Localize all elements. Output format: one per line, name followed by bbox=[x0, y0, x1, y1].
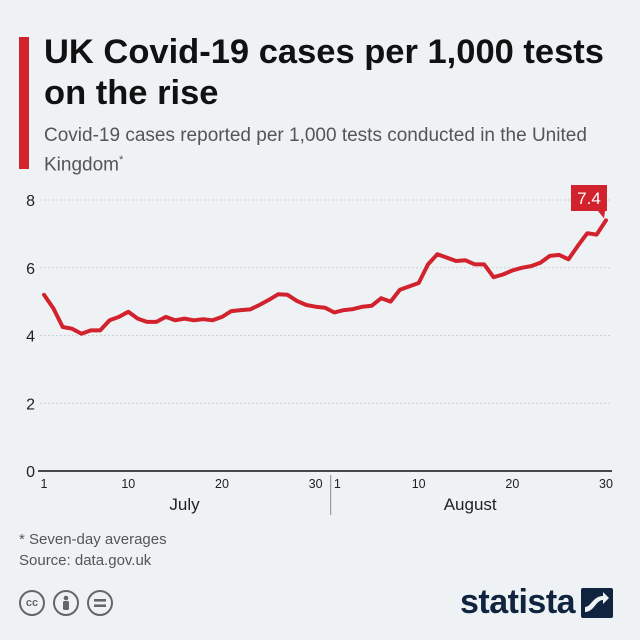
x-tick-label-july-10: 10 bbox=[121, 477, 135, 491]
person-glyph bbox=[63, 595, 69, 610]
brand-wordmark: statista bbox=[460, 583, 576, 621]
x-tick-label-july-30: 30 bbox=[309, 477, 323, 491]
y-tick-label-2: 2 bbox=[26, 396, 35, 413]
line-chart: 0 2 4 6 8 1 10 20 30 July 1 10 20 30 August 7.4 bbox=[26, 185, 613, 515]
x-tick-label-july-1: 1 bbox=[41, 477, 48, 491]
x-tick-label-august-30: 30 bbox=[599, 477, 613, 491]
y-tick-label-0: 0 bbox=[26, 464, 35, 481]
month-label-july: July bbox=[169, 495, 200, 514]
callout-box bbox=[571, 185, 607, 211]
no-derivatives-icon[interactable] bbox=[87, 590, 113, 616]
x-tick-label-august-20: 20 bbox=[505, 477, 519, 491]
license-icons: cc bbox=[19, 590, 113, 616]
y-tick-label-8: 8 bbox=[26, 193, 35, 210]
series-line bbox=[42, 218, 608, 336]
creative-commons-icon[interactable]: cc bbox=[19, 590, 45, 616]
subtitle-text: Covid-19 cases reported per 1,000 tests … bbox=[44, 125, 587, 176]
x-tick-label-july-20: 20 bbox=[215, 477, 229, 491]
statista-logo[interactable]: statista bbox=[460, 583, 614, 622]
footnote-block: * Seven-day averages Source: data.gov.uk bbox=[19, 529, 167, 571]
callout-label: 7.4 bbox=[577, 189, 601, 208]
attribution-icon[interactable] bbox=[53, 590, 79, 616]
y-tick-label-4: 4 bbox=[26, 329, 35, 346]
callout-pointer bbox=[598, 211, 605, 219]
month-label-august: August bbox=[444, 495, 497, 514]
equals-glyph bbox=[94, 599, 106, 607]
chart-title: UK Covid-19 cases per 1,000 tests on the… bbox=[44, 33, 604, 112]
title-accent-bar bbox=[19, 37, 29, 169]
x-tick-label-august-1: 1 bbox=[334, 477, 341, 491]
statista-logo-icon bbox=[581, 587, 614, 618]
source-text: Source: data.gov.uk bbox=[19, 552, 152, 569]
footnote-seven-day: * Seven-day averages bbox=[19, 531, 167, 548]
subtitle-footnote-marker: * bbox=[119, 154, 124, 166]
x-tick-label-august-10: 10 bbox=[412, 477, 426, 491]
chart-subtitle: Covid-19 cases reported per 1,000 tests … bbox=[44, 124, 604, 177]
y-tick-label-6: 6 bbox=[26, 261, 35, 278]
